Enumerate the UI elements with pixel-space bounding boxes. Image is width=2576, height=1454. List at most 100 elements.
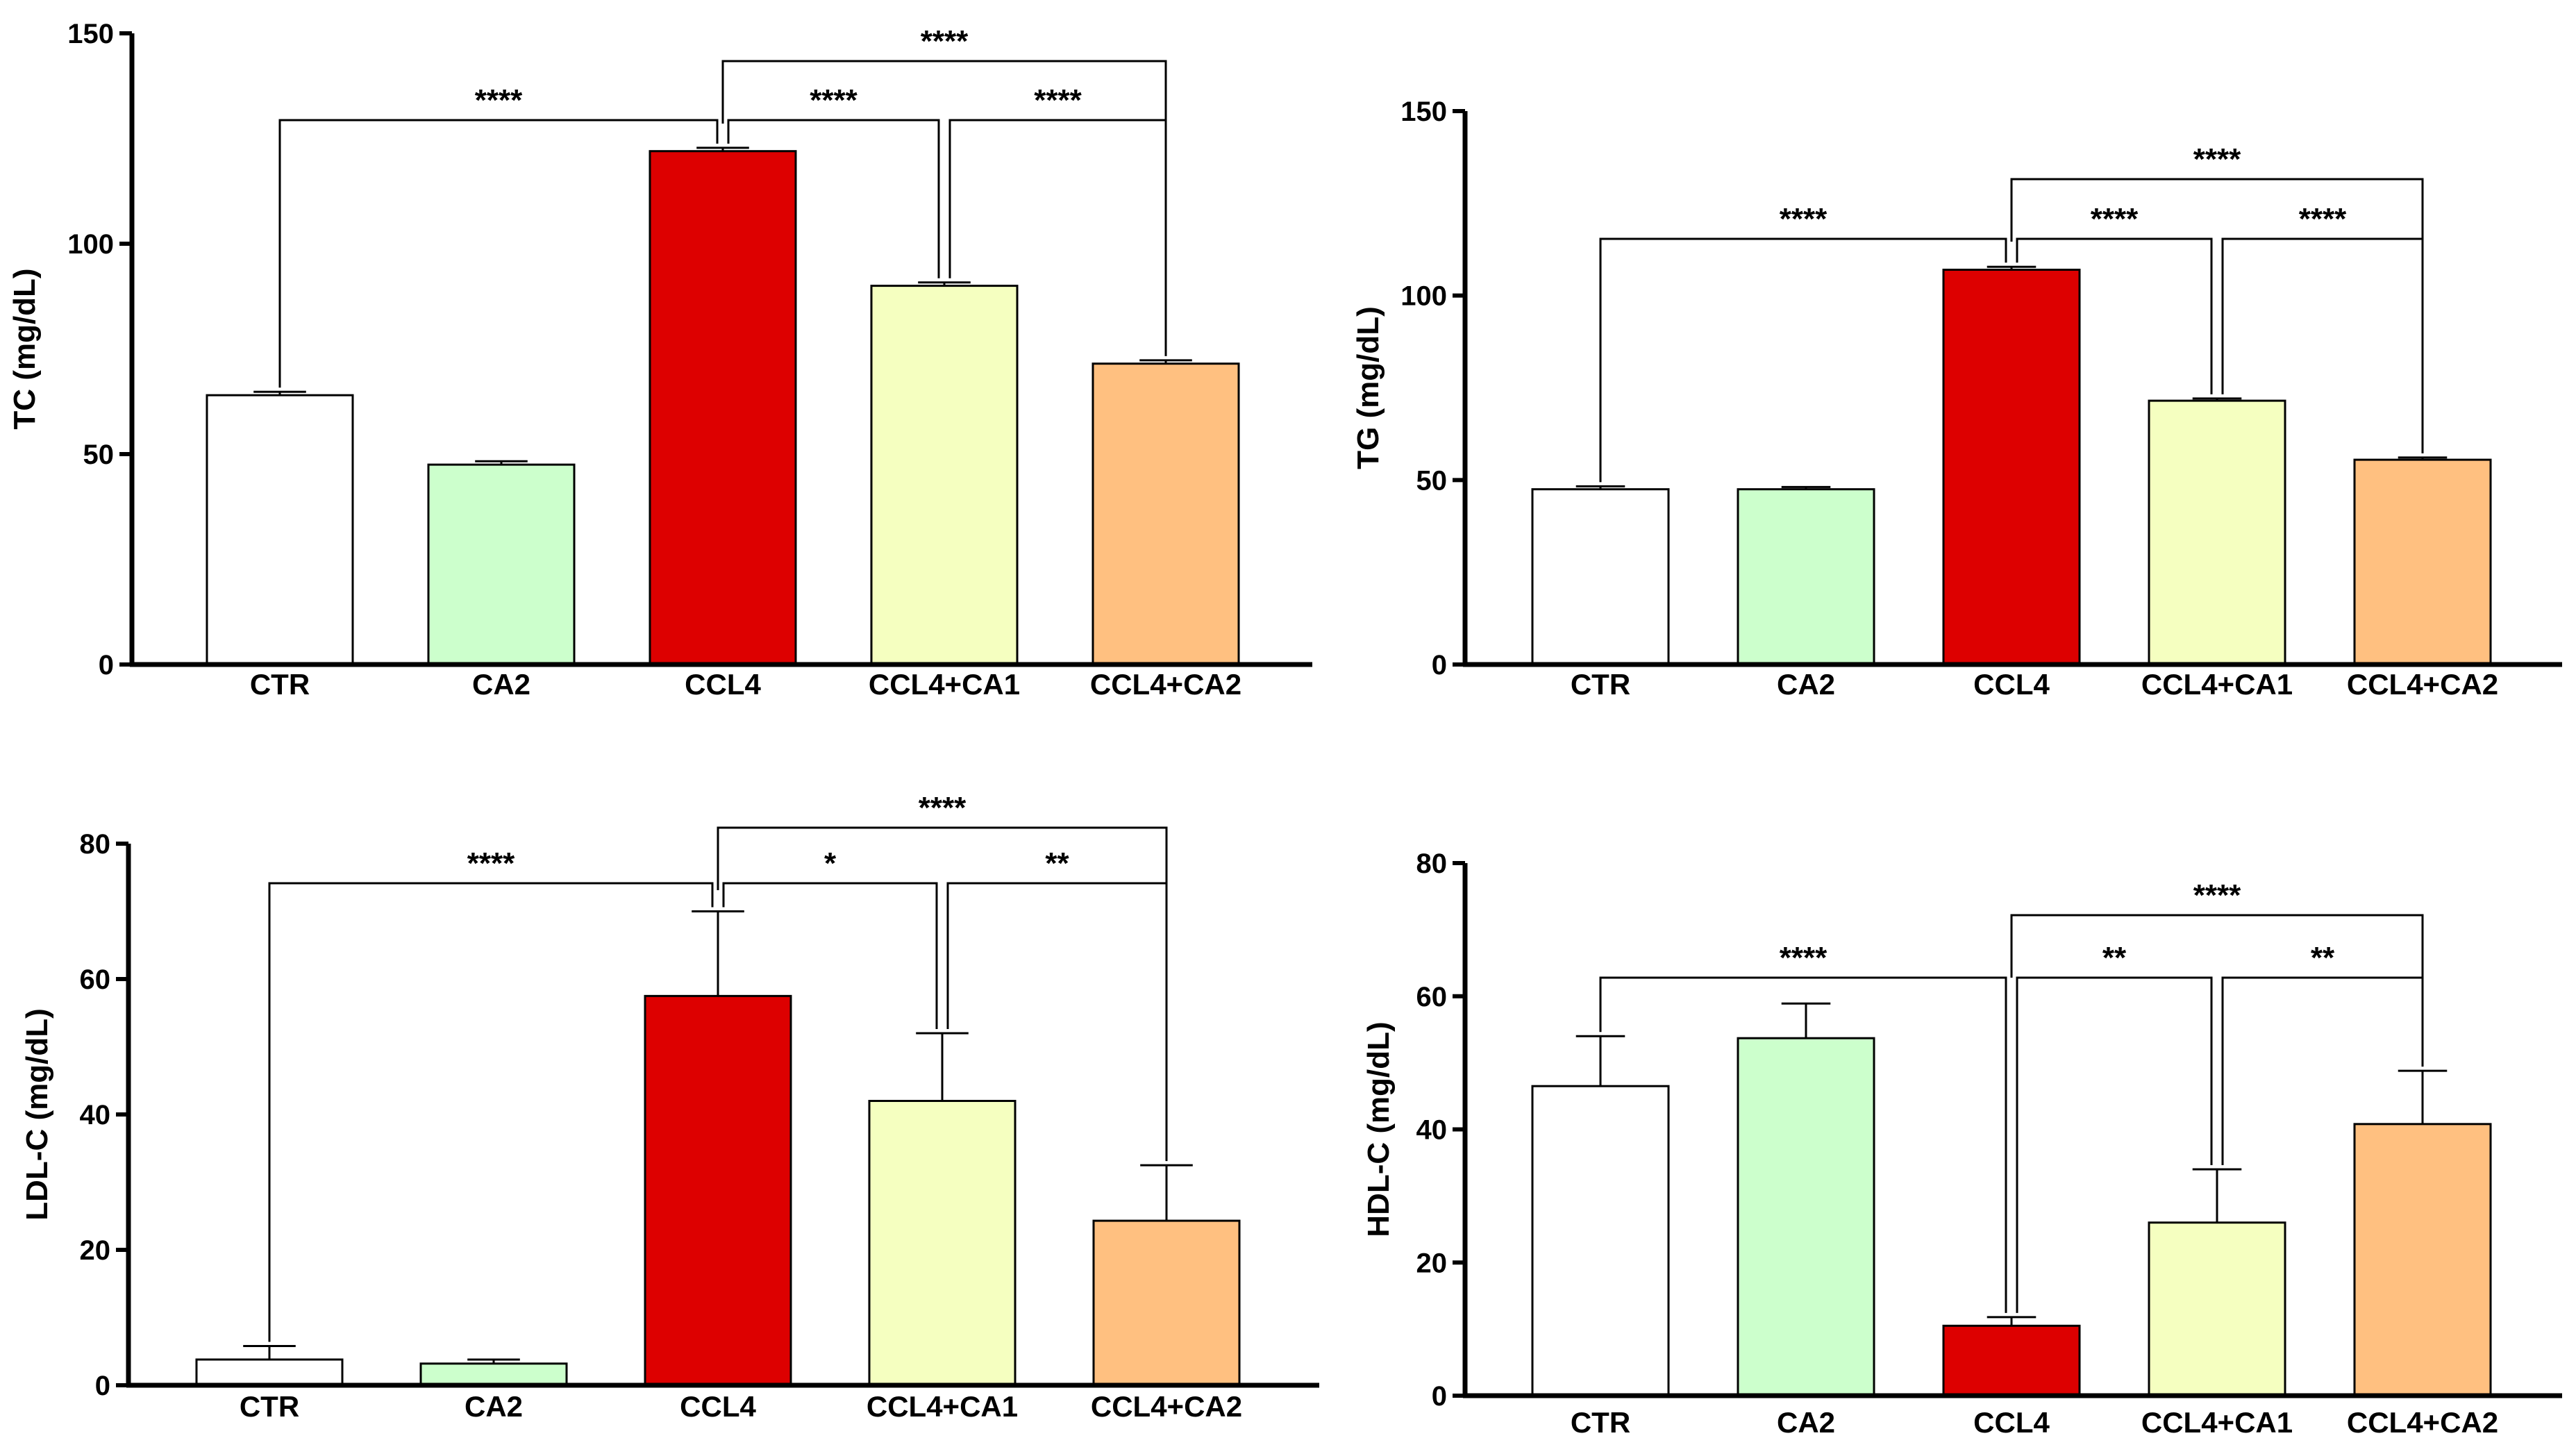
bar-ca2 <box>419 1362 568 1387</box>
significance-bracket-ccl4-vs-ccl4-plus-ca1: **** <box>727 83 940 278</box>
significance-label: **** <box>1034 83 1082 117</box>
significance-line <box>722 882 938 1029</box>
y-tick-label-20: 20 <box>80 1235 111 1266</box>
y-tick-label-50: 50 <box>1416 465 1448 496</box>
category-label-ca2: CA2 <box>472 668 530 701</box>
significance-bracket-ctr-vs-ccl4: **** <box>1599 941 2007 1313</box>
significance-bracket-ccl4-vs-ccl4-plus-ca1: **** <box>2016 202 2213 394</box>
category-label-ca2: CA2 <box>465 1390 523 1423</box>
significance-bracket-ccl4-vs-ccl4-plus-ca1: ** <box>2016 941 2213 1313</box>
significance-label: **** <box>475 83 523 117</box>
bar-ctr <box>206 394 354 666</box>
y-axis-title: TC (mg/dL) <box>8 268 42 429</box>
bar-ccl4 <box>1942 1324 2081 1397</box>
significance-line <box>2016 976 2213 1313</box>
panel-ldl-c: CTR CA2 CCL4 CCL4+CA1 CCL4+CA2 0 20 40 60 80 LDL-C… <box>20 791 1319 1423</box>
significance-line <box>1599 976 2007 1313</box>
bar-ccl4-plus-ca2 <box>1092 1219 1241 1387</box>
significance-label: **** <box>2091 202 2139 236</box>
significance-line <box>948 119 1167 356</box>
significance-label: **** <box>919 791 967 825</box>
category-label-ccl4-plus-ca1: CCL4+CA1 <box>869 668 1020 701</box>
significance-line <box>717 826 1168 890</box>
significance-label: **** <box>2299 202 2347 236</box>
significance-label: * <box>824 846 837 880</box>
significance-line <box>721 60 1167 124</box>
y-tick-label-150: 150 <box>1400 97 1447 127</box>
significance-bracket-ctr-vs-ccl4: **** <box>1599 202 2007 483</box>
category-label-ccl4-plus-ca2: CCL4+CA2 <box>2347 668 2498 701</box>
significance-label: **** <box>921 24 969 58</box>
category-label-ccl4-plus-ca2: CCL4+CA2 <box>2347 1406 2498 1439</box>
bar-ccl4 <box>1942 268 2081 666</box>
significance-bracket-ctr-vs-ccl4: **** <box>278 83 719 388</box>
bar-ctr <box>1531 488 1670 666</box>
y-tick-label-60: 60 <box>80 964 111 995</box>
significance-bracket-ccl4-vs-ccl4-plus-ca2: **** <box>2010 878 2424 978</box>
significance-label: **** <box>2193 878 2241 912</box>
y-axis-title: HDL-C (mg/dL) <box>1362 1021 1396 1237</box>
bar-ccl4-plus-ca2 <box>2353 458 2492 666</box>
bar-ccl4-plus-ca1 <box>2148 399 2286 666</box>
y-tick-label-50: 50 <box>83 440 115 470</box>
significance-bracket-ccl4-vs-ccl4-plus-ca2: **** <box>717 791 1168 890</box>
panel-hdl-c: CTR CA2 CCL4 CCL4+CA1 CCL4+CA2 0 20 40 60 80 HDL-C… <box>1362 849 2562 1439</box>
y-tick-label-60: 60 <box>1416 982 1448 1012</box>
panel-tg: CTR CA2 CCL4 CCL4+CA1 CCL4+CA2 0 50 100 150 TG (m… <box>1351 97 2562 701</box>
bar-ccl4-plus-ca1 <box>2148 1221 2286 1397</box>
y-tick-label-40: 40 <box>1416 1115 1448 1146</box>
category-label-ccl4-plus-ca1: CCL4+CA1 <box>2141 668 2293 701</box>
significance-bracket-ccl4-vs-ccl4-plus-ca2: **** <box>721 24 1167 124</box>
y-tick-label-80: 80 <box>80 829 111 860</box>
significance-line <box>2010 914 2424 978</box>
bar-ca2 <box>427 463 576 666</box>
bar-ctr <box>195 1358 344 1387</box>
category-label-ccl4-plus-ca2: CCL4+CA2 <box>1091 1390 1242 1423</box>
y-tick-label-0: 0 <box>1432 1381 1447 1412</box>
y-tick-label-150: 150 <box>67 19 114 49</box>
significance-line <box>2221 237 2424 453</box>
y-axis-title: TG (mg/dL) <box>1351 306 1385 469</box>
significance-line <box>946 882 1168 1162</box>
significance-bracket-ccl4-plus-ca1-vs-ccl4-plus-ca2: ** <box>2221 941 2424 1166</box>
y-tick-label-100: 100 <box>1400 281 1447 312</box>
y-tick-label-80: 80 <box>1416 849 1448 879</box>
category-label-ctr: CTR <box>240 1390 299 1423</box>
y-tick-label-100: 100 <box>67 229 114 260</box>
category-label-ctr: CTR <box>1571 668 1630 701</box>
significance-line <box>1599 237 2007 483</box>
significance-line <box>727 119 940 278</box>
category-label-ccl4-plus-ca1: CCL4+CA1 <box>2141 1406 2293 1439</box>
category-label-ccl4-plus-ca2: CCL4+CA2 <box>1090 668 1241 701</box>
significance-line <box>268 882 714 1342</box>
bar-ccl4-plus-ca1 <box>868 1100 1017 1387</box>
significance-label: **** <box>2193 142 2241 176</box>
y-tick-label-20: 20 <box>1416 1248 1448 1278</box>
y-tick-label-0: 0 <box>1432 650 1447 680</box>
significance-label: **** <box>810 83 858 117</box>
category-label-ctr: CTR <box>250 668 310 701</box>
y-axis-title: LDL-C (mg/dL) <box>20 1008 54 1220</box>
bar-ccl4 <box>644 994 792 1387</box>
category-label-ccl4: CCL4 <box>1973 668 2050 701</box>
bar-ca2 <box>1737 1037 1875 1397</box>
category-label-ccl4: CCL4 <box>685 668 761 701</box>
significance-label: **** <box>1780 941 1828 975</box>
significance-bracket-ccl4-vs-ccl4-plus-ca1: * <box>722 846 938 1029</box>
bar-ccl4 <box>649 150 797 666</box>
bar-ccl4-plus-ca1 <box>870 285 1019 666</box>
significance-line <box>278 119 719 388</box>
category-label-ccl4: CCL4 <box>1973 1406 2050 1439</box>
significance-line <box>2221 976 2424 1166</box>
bar-ccl4-plus-ca2 <box>2353 1123 2492 1397</box>
category-label-ccl4: CCL4 <box>680 1390 756 1423</box>
bar-ctr <box>1531 1085 1670 1397</box>
category-label-ccl4-plus-ca1: CCL4+CA1 <box>867 1390 1018 1423</box>
significance-line <box>2010 178 2424 242</box>
bar-ca2 <box>1737 488 1875 666</box>
significance-label: ** <box>1045 846 1069 880</box>
y-tick-label-40: 40 <box>80 1100 111 1130</box>
y-tick-label-0: 0 <box>95 1371 110 1401</box>
panel-tc: CTR CA2 CCL4 CCL4+CA1 CCL4+CA2 0 50 100 150 TC (m… <box>8 19 1312 701</box>
